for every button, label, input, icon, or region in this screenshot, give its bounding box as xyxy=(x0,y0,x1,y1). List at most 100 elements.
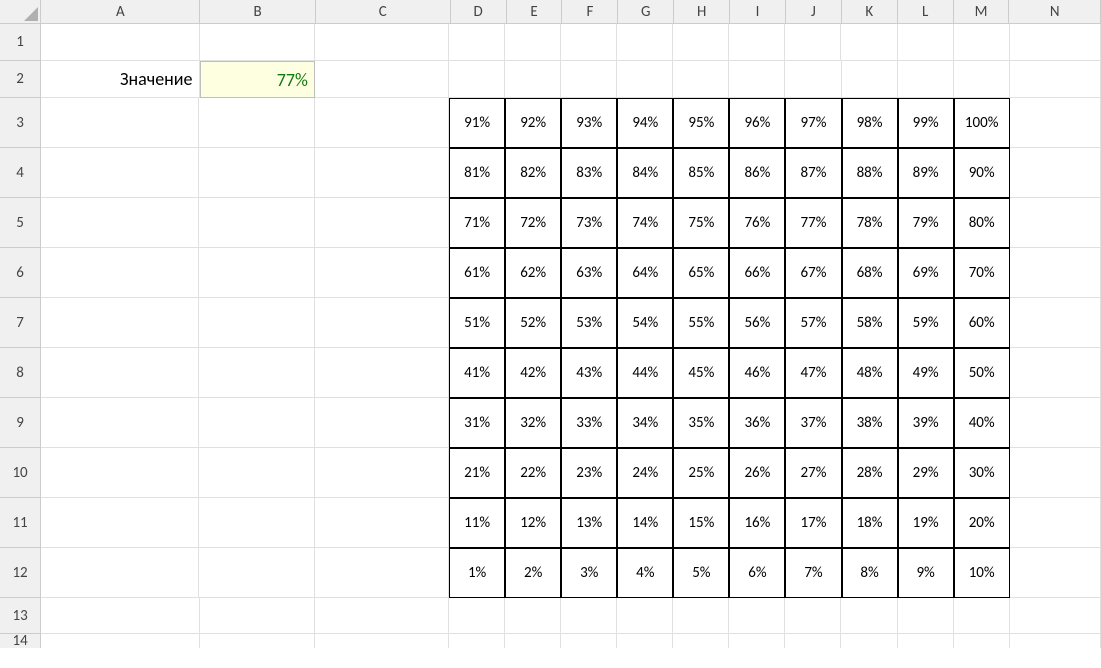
cell-M4[interactable]: 90% xyxy=(954,148,1010,198)
cell-F13[interactable] xyxy=(561,598,617,634)
row-header-6[interactable]: 6 xyxy=(0,248,41,298)
cell-H9[interactable]: 35% xyxy=(673,398,729,448)
cell-D2[interactable] xyxy=(449,61,505,98)
cell-M8[interactable]: 50% xyxy=(954,348,1010,398)
cell-A2[interactable]: Значение xyxy=(41,61,199,98)
cell-M11[interactable]: 20% xyxy=(954,498,1010,548)
row-header-1[interactable]: 1 xyxy=(0,24,41,61)
cell-G4[interactable]: 84% xyxy=(617,148,673,198)
cell-D4[interactable]: 81% xyxy=(449,148,505,198)
col-header-I[interactable]: I xyxy=(730,0,786,24)
cell-F14[interactable] xyxy=(561,634,617,648)
cell-J8[interactable]: 47% xyxy=(785,348,841,398)
cell-J2[interactable] xyxy=(785,61,841,98)
col-header-A[interactable]: A xyxy=(41,0,200,24)
cell-H6[interactable]: 65% xyxy=(673,248,729,298)
row-header-4[interactable]: 4 xyxy=(0,148,41,198)
cell-L3[interactable]: 99% xyxy=(898,98,954,148)
cell-G5[interactable]: 74% xyxy=(617,198,673,248)
cell-F9[interactable]: 33% xyxy=(561,398,617,448)
cell-B11[interactable] xyxy=(199,498,314,548)
cell-E14[interactable] xyxy=(505,634,561,648)
cell-N2[interactable] xyxy=(1010,61,1101,98)
cell-K12[interactable]: 8% xyxy=(842,548,898,598)
cell-H11[interactable]: 15% xyxy=(673,498,729,548)
cell-M10[interactable]: 30% xyxy=(954,448,1010,498)
cell-G1[interactable] xyxy=(617,24,673,61)
cell-N4[interactable] xyxy=(1010,148,1101,198)
cell-A5[interactable] xyxy=(41,198,199,248)
cell-L9[interactable]: 39% xyxy=(898,398,954,448)
cell-A8[interactable] xyxy=(41,348,199,398)
cell-N7[interactable] xyxy=(1010,298,1101,348)
cell-J10[interactable]: 27% xyxy=(785,448,841,498)
cell-H10[interactable]: 25% xyxy=(673,448,729,498)
col-header-N[interactable]: N xyxy=(1009,0,1101,24)
cell-C6[interactable] xyxy=(315,248,449,298)
cell-M7[interactable]: 60% xyxy=(954,298,1010,348)
cell-F10[interactable]: 23% xyxy=(561,448,617,498)
cell-F4[interactable]: 83% xyxy=(561,148,617,198)
cell-H5[interactable]: 75% xyxy=(673,198,729,248)
cell-B10[interactable] xyxy=(199,448,314,498)
cell-M1[interactable] xyxy=(954,24,1010,61)
select-all-corner[interactable] xyxy=(0,0,41,24)
cell-L12[interactable]: 9% xyxy=(898,548,954,598)
cell-K8[interactable]: 48% xyxy=(842,348,898,398)
cell-A14[interactable] xyxy=(41,634,199,648)
cell-D1[interactable] xyxy=(449,24,505,61)
cell-C13[interactable] xyxy=(315,598,449,634)
cell-D5[interactable]: 71% xyxy=(449,198,505,248)
cell-A3[interactable] xyxy=(41,98,199,148)
cell-H13[interactable] xyxy=(673,598,729,634)
cell-L7[interactable]: 59% xyxy=(898,298,954,348)
cell-H14[interactable] xyxy=(673,634,729,648)
cell-N14[interactable] xyxy=(1010,634,1101,648)
cell-M13[interactable] xyxy=(954,598,1010,634)
cell-I5[interactable]: 76% xyxy=(729,198,785,248)
cell-L10[interactable]: 29% xyxy=(898,448,954,498)
row-header-5[interactable]: 5 xyxy=(0,198,41,248)
cell-J13[interactable] xyxy=(785,598,841,634)
cell-K10[interactable]: 28% xyxy=(842,448,898,498)
cell-G8[interactable]: 44% xyxy=(617,348,673,398)
cell-I6[interactable]: 66% xyxy=(729,248,785,298)
cell-I2[interactable] xyxy=(729,61,785,98)
cell-H12[interactable]: 5% xyxy=(673,548,729,598)
cell-I9[interactable]: 36% xyxy=(729,398,785,448)
cell-D11[interactable]: 11% xyxy=(449,498,505,548)
cell-C14[interactable] xyxy=(315,634,449,648)
cell-J12[interactable]: 7% xyxy=(785,548,841,598)
cell-E7[interactable]: 52% xyxy=(505,298,561,348)
cell-F8[interactable]: 43% xyxy=(561,348,617,398)
row-header-12[interactable]: 12 xyxy=(0,548,41,598)
cell-M12[interactable]: 10% xyxy=(954,548,1010,598)
cell-C5[interactable] xyxy=(315,198,449,248)
cell-C4[interactable] xyxy=(315,148,449,198)
cell-K1[interactable] xyxy=(841,24,897,61)
cell-F6[interactable]: 63% xyxy=(561,248,617,298)
cell-N5[interactable] xyxy=(1010,198,1101,248)
cell-I12[interactable]: 6% xyxy=(729,548,785,598)
cell-H8[interactable]: 45% xyxy=(673,348,729,398)
cell-K4[interactable]: 88% xyxy=(842,148,898,198)
cell-K3[interactable]: 98% xyxy=(842,98,898,148)
cell-I3[interactable]: 96% xyxy=(729,98,785,148)
cell-B12[interactable] xyxy=(199,548,314,598)
row-header-14[interactable]: 14 xyxy=(0,634,41,648)
cell-M9[interactable]: 40% xyxy=(954,398,1010,448)
cell-J3[interactable]: 97% xyxy=(785,98,841,148)
cell-I7[interactable]: 56% xyxy=(729,298,785,348)
cell-L1[interactable] xyxy=(898,24,954,61)
col-header-C[interactable]: C xyxy=(316,0,451,24)
col-header-L[interactable]: L xyxy=(898,0,954,24)
col-header-B[interactable]: B xyxy=(200,0,316,24)
row-header-8[interactable]: 8 xyxy=(0,348,41,398)
cell-F12[interactable]: 3% xyxy=(561,548,617,598)
cell-F1[interactable] xyxy=(561,24,617,61)
cell-B7[interactable] xyxy=(199,298,314,348)
cell-J11[interactable]: 17% xyxy=(785,498,841,548)
cell-L14[interactable] xyxy=(898,634,954,648)
cell-B8[interactable] xyxy=(199,348,314,398)
cell-B1[interactable] xyxy=(200,24,315,61)
